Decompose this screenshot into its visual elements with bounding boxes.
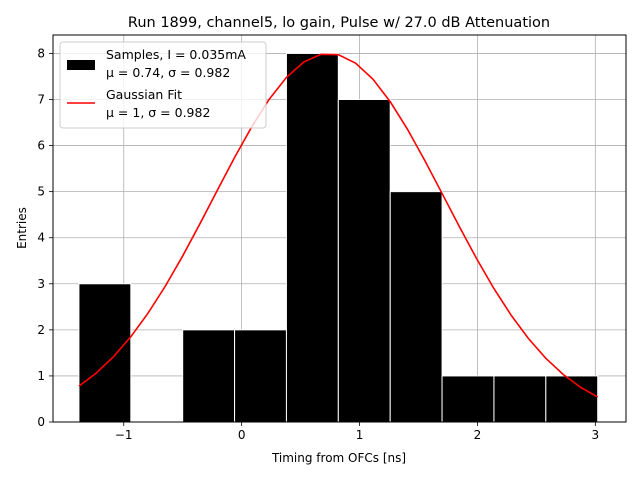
chart-title: Run 1899, channel5, lo gain, Pulse w/ 27… [128,15,550,31]
legend-samples-label: Samples, I = 0.035mA [106,47,246,62]
histogram-bar [493,375,547,423]
histogram-bars [78,52,599,423]
histogram-bar [78,283,132,423]
x-tick-label: −1 [115,428,133,442]
histogram-bar [545,375,599,423]
gaussian-fit-line [78,53,599,398]
histogram-bar [389,191,443,423]
y-tick-label: 0 [37,415,45,429]
x-axis-ticks: −1 0 1 2 3 [115,422,599,442]
legend-fit-label: Gaussian Fit [106,87,182,102]
legend-fit-stats: μ = 1, σ = 0.982 [106,105,210,120]
x-axis-label: Timing from OFCs [ns] [271,451,406,465]
y-axis-label: Entries [15,207,29,249]
histogram-bar [285,52,339,423]
histogram-bar [441,375,495,423]
y-tick-label: 6 [37,139,45,153]
plot-frame [52,34,627,423]
fit-curve-layer [78,53,599,398]
y-tick-label: 1 [37,369,45,383]
y-tick-label: 2 [37,323,45,337]
y-tick-label: 5 [37,185,45,199]
legend-samples-swatch [67,60,95,70]
histogram-bar [234,329,287,423]
x-tick-label: 3 [592,428,600,442]
legend-samples-stats: μ = 0.74, σ = 0.982 [106,65,230,80]
x-tick-label: 0 [238,428,246,442]
legend: Samples, I = 0.035mA μ = 0.74, σ = 0.982… [59,41,267,129]
legend-box [59,41,267,129]
y-tick-label: 8 [37,46,45,60]
x-tick-label: 2 [474,428,482,442]
histogram-bar [182,329,236,423]
y-tick-label: 3 [37,277,45,291]
y-tick-label: 4 [37,231,45,245]
histogram-bar [337,99,391,423]
x-tick-label: 1 [356,428,364,442]
y-axis-ticks: 0 1 2 3 4 5 6 7 8 [37,46,53,429]
y-tick-label: 7 [37,93,45,107]
